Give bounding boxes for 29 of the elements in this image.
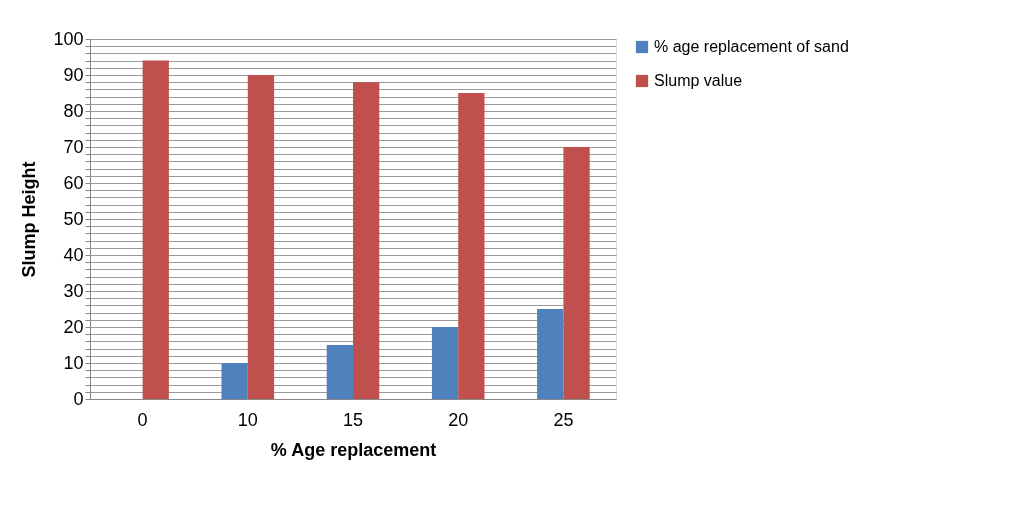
y-tick-label: 80 <box>63 100 84 121</box>
y-axis-title: Slump Height <box>19 161 40 278</box>
y-tick-label: 0 <box>73 388 84 409</box>
x-tick-label: 0 <box>137 409 148 430</box>
y-tick-label: 50 <box>63 208 84 229</box>
x-tick-label: 15 <box>342 409 364 430</box>
bar <box>247 75 275 399</box>
y-tick-label: 70 <box>63 136 84 157</box>
y-tick-label: 30 <box>63 280 84 301</box>
bar <box>458 93 485 399</box>
y-tick-label: 100 <box>53 28 84 49</box>
bar <box>537 309 564 399</box>
x-axis-title: % Age replacement <box>270 439 437 460</box>
bar <box>221 363 248 399</box>
y-tick-label: 20 <box>63 316 84 337</box>
bar <box>326 345 353 399</box>
x-tick-label: 20 <box>448 409 469 430</box>
y-tick-label: 90 <box>63 64 84 85</box>
bar <box>431 327 459 399</box>
y-tick-label: 10 <box>63 352 84 373</box>
x-tick-label: 10 <box>237 409 258 430</box>
legend-label: % age replacement of sand <box>654 38 849 55</box>
bar <box>142 60 169 399</box>
bar <box>353 82 380 399</box>
bar <box>563 147 590 399</box>
y-tick-label: 60 <box>63 172 84 193</box>
y-tick-label: 40 <box>63 244 84 265</box>
x-tick-label: 25 <box>553 409 574 430</box>
legend-label: Slump value <box>654 72 743 89</box>
